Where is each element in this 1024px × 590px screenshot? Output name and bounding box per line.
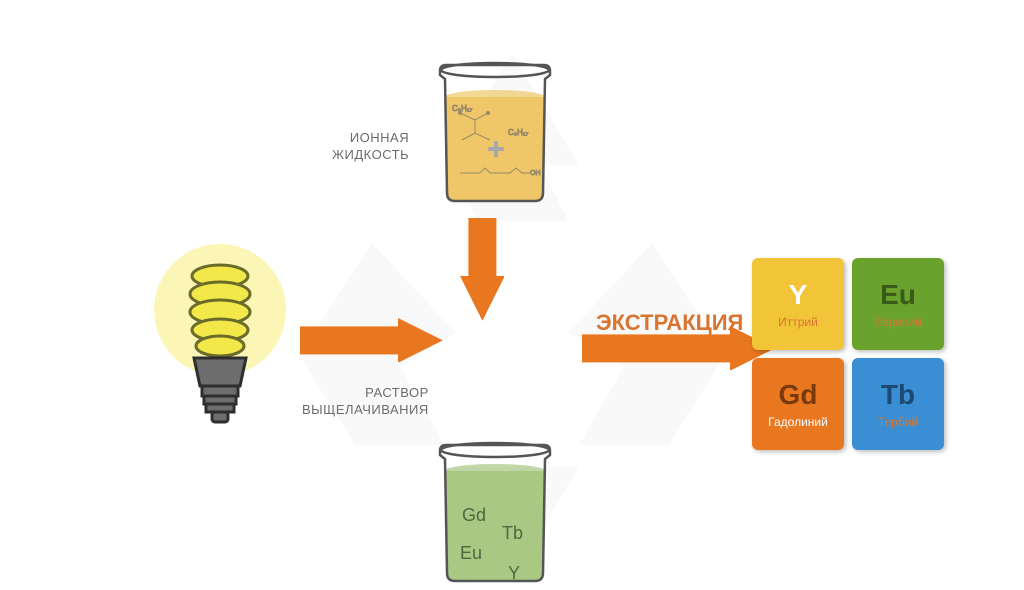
solution-element-symbol: Tb	[502, 523, 523, 544]
element-name: Иттрий	[778, 315, 818, 329]
solution-element-symbol: Gd	[462, 505, 486, 526]
svg-text:C₈H₁₇: C₈H₁₇	[508, 128, 529, 137]
leaching-solution-beaker: Gd Tb Eu Y	[430, 435, 560, 585]
svg-text:C₈H₁₇: C₈H₁₇	[452, 104, 473, 113]
svg-text:OH: OH	[530, 170, 541, 177]
element-tile: Gd Гадолиний	[752, 358, 844, 450]
element-tile: Y Иттрий	[752, 258, 844, 350]
element-symbol: Eu	[880, 279, 916, 311]
cfl-lamp-icon	[140, 240, 300, 455]
element-tiles-grid: Y Иттрий Eu Европий Gd Гадолиний Tb Тербий	[752, 258, 944, 450]
leaching-solution-label: РАСТВОРВЫЩЕЛАЧИВАНИЯ	[302, 385, 429, 419]
ionic-liquid-beaker: C₈H₁₇ C₈H₁₇ OH	[430, 55, 560, 205]
solution-element-symbol: Eu	[460, 543, 482, 564]
element-symbol: Y	[789, 279, 808, 311]
arrow-down-icon	[460, 218, 505, 321]
element-name: Гадолиний	[768, 415, 828, 429]
element-name: Европий	[874, 315, 922, 329]
element-tile: Tb Тербий	[852, 358, 944, 450]
arrow-from-lamp-icon	[300, 318, 443, 363]
element-name: Тербий	[878, 415, 918, 429]
ionic-liquid-label: ИОННАЯЖИДКОСТЬ	[332, 130, 409, 164]
solution-element-symbol: Y	[508, 563, 520, 584]
element-tile: Eu Европий	[852, 258, 944, 350]
extraction-label: ЭКСТРАКЦИЯ	[596, 310, 743, 336]
element-symbol: Tb	[881, 379, 915, 411]
element-symbol: Gd	[779, 379, 818, 411]
